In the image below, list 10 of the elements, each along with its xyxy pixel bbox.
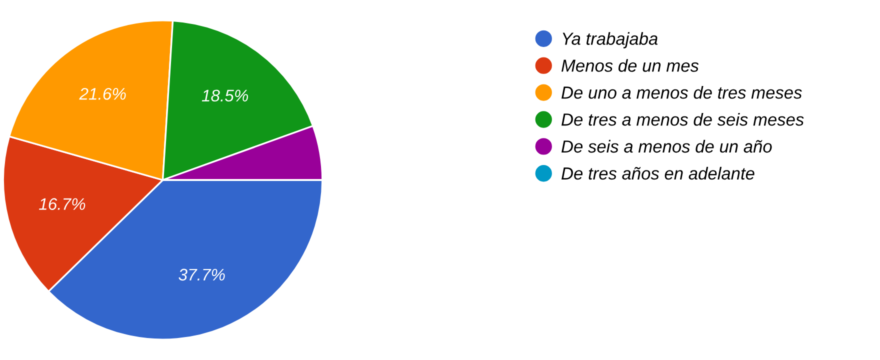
legend-label: De uno a menos de tres meses (562, 86, 802, 99)
legend-label: De seis a menos de un año (562, 140, 772, 153)
data-label: 18.5% (202, 90, 248, 102)
data-label: 16.7% (39, 198, 86, 210)
data-label: 37.7% (178, 268, 225, 281)
data-label: 21.6% (79, 88, 126, 100)
legend-label: De tres a menos de seis meses (562, 112, 804, 126)
legend-label: Menos de un mes (562, 59, 699, 72)
legend-label: Ya trabajaba (562, 32, 658, 48)
legend-label: De tres años en adelante (562, 166, 754, 180)
